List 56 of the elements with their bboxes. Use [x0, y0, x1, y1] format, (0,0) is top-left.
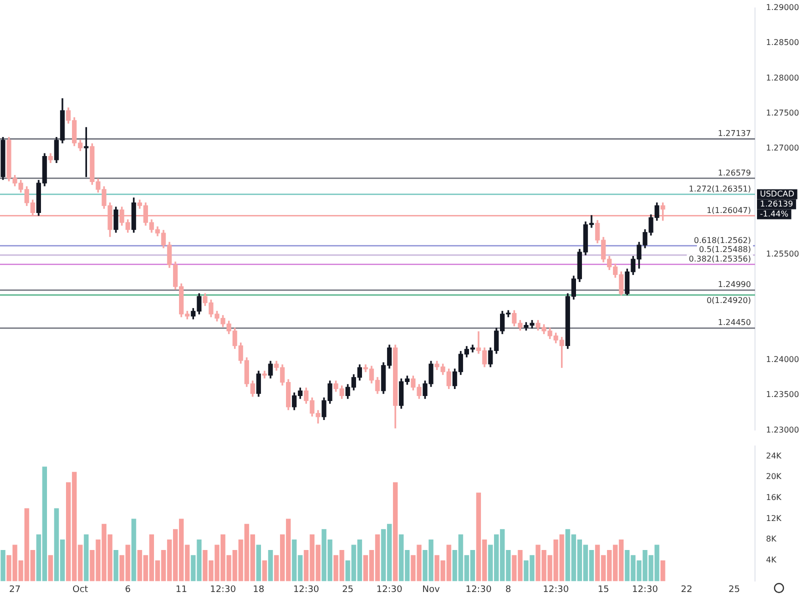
y-tick-label: 1.23000: [766, 425, 800, 434]
x-tick-label: Nov: [422, 584, 440, 595]
bar: [131, 518, 136, 582]
x-tick-label: 12:30: [210, 584, 236, 595]
candlestick: [262, 370, 267, 378]
bar: [48, 555, 53, 582]
bar: [256, 544, 261, 582]
x-tick-label: 12:30: [632, 584, 658, 595]
ref-line-label: 1(1.26047): [706, 206, 751, 215]
x-tick-label: Oct: [72, 584, 89, 595]
y-tick-label: 1.28000: [766, 73, 800, 82]
ref-line-label: 0.382(1.25356): [688, 254, 751, 264]
x-tick-label: 12:30: [293, 584, 320, 595]
y-tick-label: 24K: [766, 451, 782, 460]
x-tick-label: 8: [505, 584, 512, 595]
x-tick-label: 11: [176, 584, 188, 595]
x-tick-label: 15: [598, 584, 610, 595]
text: -1.44%: [760, 209, 789, 218]
x-tick-label: 12:30: [466, 584, 492, 595]
x-tick-label: 12:30: [376, 584, 403, 595]
ref-line-label: 0(1.24920): [706, 296, 751, 306]
x-tick-label: 12:30: [542, 584, 570, 595]
bar: [262, 560, 267, 582]
ref-line-label: 1.24990: [718, 280, 751, 290]
bar: [114, 550, 118, 582]
bar: [660, 560, 666, 582]
y-tick-label: 1.25500: [766, 249, 800, 258]
y-tick-label: 8K: [766, 534, 778, 544]
y-tick-label: 4K: [766, 555, 778, 564]
y-tick-label: 16K: [766, 492, 782, 502]
ref-line-label: 1.26579: [718, 168, 751, 178]
text: 1.26139: [760, 199, 794, 208]
y-tick-label: 20K: [766, 472, 782, 482]
x-tick-label: 27: [9, 584, 21, 595]
y-tick-label: 1.27000: [766, 144, 800, 153]
bar: [268, 550, 273, 582]
text: USDCAD: [760, 189, 794, 198]
y-tick-label: 1.28500: [766, 38, 800, 48]
x-tick-label: 25: [342, 584, 354, 595]
ref-line-label: 1.24450: [718, 318, 751, 328]
y-tick-label: 1.29000: [766, 2, 800, 12]
ref-line-label: 1.272(1.26351): [688, 184, 751, 194]
bar: [84, 534, 89, 582]
bar: [0, 550, 6, 582]
x-tick-label: 18: [252, 584, 265, 595]
ref-line-label: 0.618(1.2562): [694, 236, 751, 245]
y-tick-label: 1.24000: [766, 354, 800, 364]
y-tick-label: 1.27500: [766, 108, 800, 118]
x-tick-label: 22: [680, 584, 692, 595]
y-tick-label: 1.23500: [766, 390, 800, 400]
x-tick-label: 6: [124, 584, 131, 595]
ref-line-label: 0.5(1.25488): [698, 245, 751, 254]
y-tick-label: 12K: [766, 514, 782, 523]
bar: [392, 482, 398, 582]
x-tick-label: 25: [728, 584, 740, 595]
ref-line-label: 1.27137: [718, 129, 751, 138]
